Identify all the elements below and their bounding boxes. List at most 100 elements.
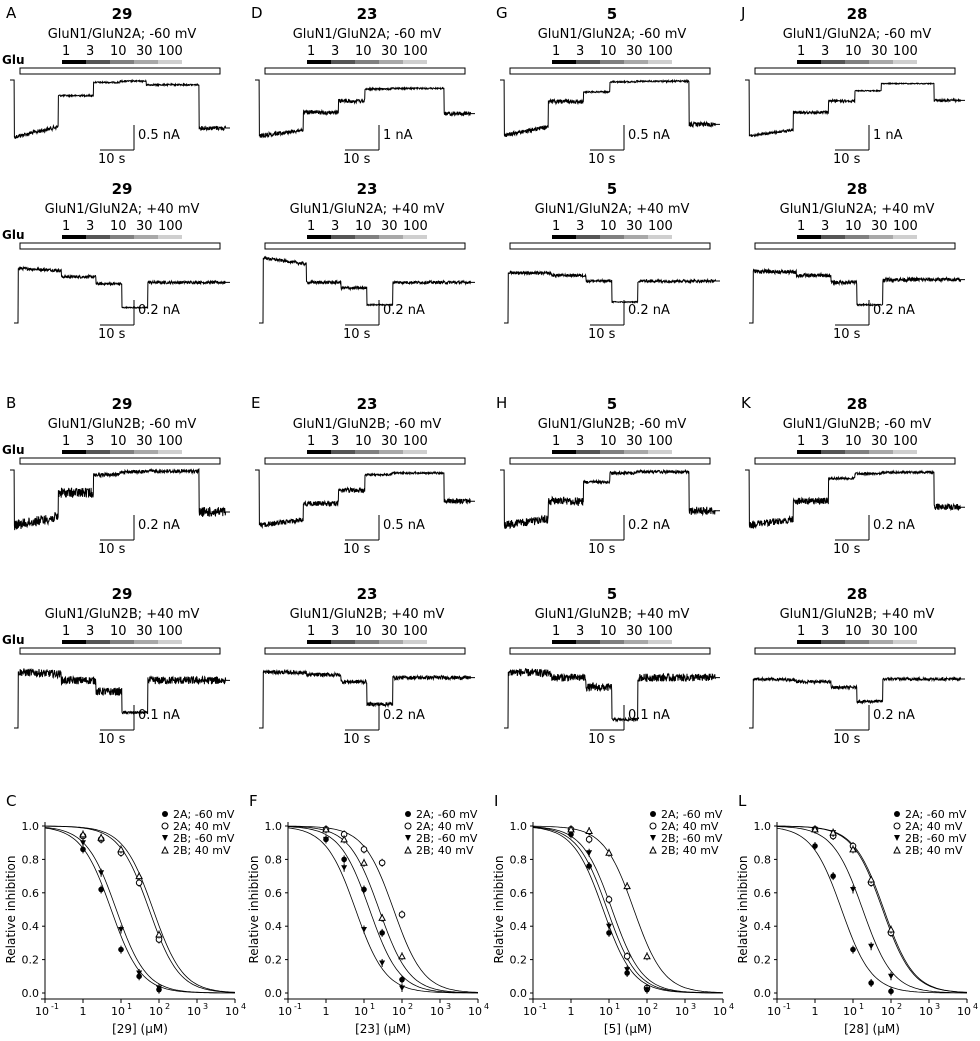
data-point: [379, 960, 386, 966]
panel-letter: A: [6, 4, 17, 22]
concentration-bar: [893, 450, 917, 454]
y-tick-label: 0.4: [510, 920, 528, 933]
y-tick-label: 0.0: [265, 987, 283, 1000]
compound-label: 28: [847, 395, 868, 413]
concentration-bar: [797, 450, 821, 454]
legend-label: 2B; 40 mV: [416, 844, 474, 857]
concentration-label: 10: [110, 44, 127, 59]
scale-x-label: 10 s: [98, 542, 126, 557]
data-point: [644, 987, 650, 993]
concentration-bar: [576, 235, 600, 239]
glutamate-bar: [509, 242, 711, 250]
condition-label: GluN1/GluN2A; -60 mV: [783, 27, 932, 42]
trace-panel: H 5 GluN1/GluN2B; -60 mV 1 3 10 30 100 0.2 nA 10 …: [496, 394, 720, 557]
concentration-label: 10: [355, 434, 372, 449]
y-axis-label: Relative inhibition: [492, 855, 506, 963]
concentration-bar: [624, 640, 648, 644]
concentration-bar: [869, 60, 893, 64]
legend-label: 2A; 40 mV: [173, 820, 231, 833]
x-tick-label: 10: [637, 1005, 651, 1018]
scale-x-label: 10 s: [833, 542, 861, 557]
y-tick-label: 0.0: [22, 987, 40, 1000]
current-trace: [500, 468, 720, 530]
panel-letter: J: [740, 4, 745, 22]
glu-label: Glu: [2, 443, 25, 457]
concentration-bar: [134, 640, 158, 644]
concentration-label: 3: [331, 624, 339, 639]
data-point: [850, 886, 856, 893]
condition-label: GluN1/GluN2A; +40 mV: [45, 202, 200, 217]
current-trace: [14, 667, 230, 729]
concentration-label: 1: [307, 434, 315, 449]
current-trace: [10, 78, 230, 140]
concentration-bar: [845, 450, 869, 454]
current-trace: [10, 467, 230, 531]
concentration-label: 30: [381, 44, 398, 59]
legend-label: 2A; -60 mV: [173, 808, 235, 821]
data-point: [341, 856, 347, 863]
scale-x-label: 10 s: [588, 732, 616, 747]
data-point: [399, 976, 405, 983]
legend-marker: [893, 822, 901, 830]
concentration-label: 1: [62, 624, 70, 639]
scale-y-label: 1 nA: [383, 128, 413, 143]
scale-bar: [100, 300, 135, 326]
scale-x-label: 10 s: [343, 327, 371, 342]
data-point: [378, 913, 386, 921]
concentration-bar: [552, 60, 576, 64]
compound-label: 23: [357, 395, 378, 413]
fit-curve: [533, 825, 724, 993]
data-point: [605, 896, 613, 903]
scale-y-label: 0.2 nA: [628, 518, 670, 533]
condition-label: GluN1/GluN2B; +40 mV: [535, 607, 690, 622]
scale-x-label: 10 s: [98, 327, 126, 342]
y-tick-label: 1.0: [510, 820, 528, 833]
concentration-bar: [797, 235, 821, 239]
concentration-bar: [797, 640, 821, 644]
concentration-label: 1: [797, 624, 805, 639]
fit-curve: [287, 827, 479, 994]
scale-bar: [590, 515, 625, 541]
concentration-label: 1: [552, 44, 560, 59]
scale-x-label: 10 s: [833, 732, 861, 747]
legend-label: 2A; 40 mV: [905, 820, 963, 833]
concentration-bar: [600, 450, 624, 454]
scale-y-label: 1 nA: [873, 128, 903, 143]
x-tick-label: 10: [430, 1005, 444, 1018]
y-tick-label: 0.4: [265, 920, 283, 933]
glutamate-bar: [264, 647, 466, 655]
x-tick-exponent: 1: [615, 1002, 620, 1011]
x-tick-exponent: 1: [370, 1002, 375, 1011]
x-tick-exponent: 2: [653, 1002, 658, 1011]
concentration-label: 100: [893, 44, 918, 59]
dose-response-panel: C0.00.20.40.60.81.010 -1 1 10 1 10 2 10 3 10 4Rela…: [4, 792, 246, 1036]
concentration-bar: [869, 450, 893, 454]
concentration-bar: [158, 640, 182, 644]
data-point: [79, 830, 87, 838]
data-point: [811, 825, 819, 833]
concentration-label: 30: [136, 624, 153, 639]
concentration-bar: [552, 640, 576, 644]
concentration-bar: [576, 640, 600, 644]
scale-x-label: 10 s: [343, 542, 371, 557]
data-point: [378, 859, 386, 867]
concentration-label: 3: [86, 219, 94, 234]
y-tick-label: 0.4: [22, 920, 40, 933]
x-axis-label: [28] (μM): [844, 1022, 900, 1036]
scale-bar: [100, 705, 135, 731]
y-tick-label: 0.6: [22, 887, 40, 900]
y-tick-label: 0.0: [754, 987, 772, 1000]
concentration-label: 1: [307, 219, 315, 234]
x-tick-label: 10: [278, 1005, 292, 1018]
concentration-label: 10: [845, 44, 862, 59]
concentration-bar: [869, 235, 893, 239]
x-tick-exponent: -1: [539, 1002, 547, 1011]
data-point: [340, 835, 348, 843]
compound-label: 5: [607, 5, 617, 23]
legend-label: 2B; -60 mV: [416, 832, 478, 845]
concentration-label: 30: [381, 219, 398, 234]
current-trace: [745, 469, 965, 530]
data-point: [97, 833, 105, 841]
compound-label: 29: [112, 180, 133, 198]
